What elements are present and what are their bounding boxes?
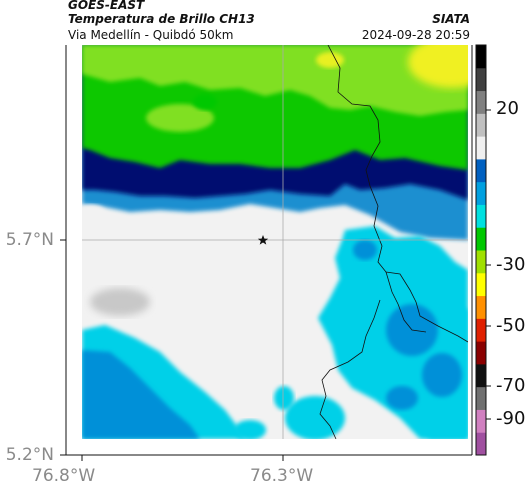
cloud-cyan-south-3 — [274, 386, 294, 410]
lat-tick-label: 5.7°N — [5, 230, 54, 250]
colorbar-segment — [476, 136, 486, 160]
colorbar-segment — [476, 432, 486, 456]
river-line — [319, 299, 381, 439]
colorbar-segment — [476, 113, 486, 137]
cloud-blue-patch-2 — [422, 353, 462, 397]
cloud-cyan-south-1 — [285, 396, 345, 439]
cloud-gray-patch — [90, 288, 150, 316]
colorbar-segment — [476, 181, 486, 205]
colorbar-segment — [476, 158, 486, 183]
colorbar-tick-label: -30 — [496, 254, 526, 275]
colorbar — [475, 44, 491, 456]
colorbar-segment — [476, 363, 486, 388]
colorbar-segment — [476, 341, 486, 365]
colorbar-segment — [476, 227, 486, 251]
lon-tick-label: 76.3°W — [250, 466, 314, 486]
colorbar-frame — [475, 44, 487, 456]
source-label: SIATA — [432, 12, 470, 26]
lon-tick-label: 76.8°W — [32, 466, 96, 486]
colorbar-segment — [476, 45, 486, 69]
colorbar-segment — [476, 204, 486, 228]
colorbar-segment — [476, 67, 486, 92]
cloud-white-west — [82, 205, 106, 225]
colorbar-tick-label: -90 — [496, 408, 526, 429]
gridlines — [82, 45, 468, 439]
colorbar-tick-label: -50 — [496, 315, 526, 336]
cloud-blue-patch-4 — [353, 240, 377, 260]
cloud-blue-patch-3 — [386, 386, 418, 410]
colorbar-tick-label: -70 — [496, 375, 526, 396]
product-title: Temperatura de Brillo CH13 — [68, 12, 255, 26]
colorbar-segment — [476, 272, 486, 297]
cloud-blue-southwest — [82, 350, 200, 439]
colorbar-tick-label: 20 — [496, 98, 519, 119]
border-lines — [319, 45, 468, 439]
axis-frame — [60, 45, 473, 461]
cloud-lime-lobe — [146, 104, 214, 132]
cloud-green-spot — [193, 94, 217, 110]
municipal-border — [385, 271, 427, 333]
colorbar-segment — [476, 250, 486, 274]
brightness-temperature-field — [82, 45, 468, 439]
star-icon — [257, 235, 269, 245]
cloud-lime — [82, 45, 468, 116]
cloud-yellow-core — [408, 45, 468, 88]
colorbar-segment — [476, 386, 486, 410]
lat-tick-label: 5.2°N — [5, 445, 54, 465]
region-subtitle: Via Medellín - Quibdó 50km — [68, 28, 234, 42]
department-border — [327, 45, 468, 343]
cloud-yellow-spot — [316, 52, 344, 68]
colorbar-segment — [476, 409, 486, 433]
colorbar-segment — [476, 90, 486, 114]
timestamp-label: 2024-09-28 20:59 — [361, 28, 470, 42]
satellite-title: GOES-EAST — [68, 0, 145, 12]
colorbar-segment — [476, 295, 486, 319]
colorbar-segment — [476, 318, 486, 342]
